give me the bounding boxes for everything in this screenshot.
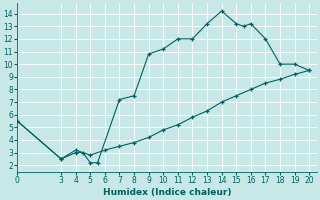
- X-axis label: Humidex (Indice chaleur): Humidex (Indice chaleur): [103, 188, 231, 197]
